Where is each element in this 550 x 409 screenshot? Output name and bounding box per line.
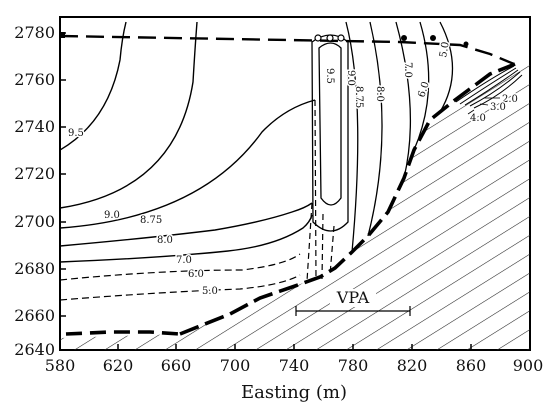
y-axis: 2780 2760 2740 2720 2700 2680 2660 2640	[14, 23, 66, 359]
well-marker	[430, 35, 436, 41]
contour-label: 4.0	[470, 113, 486, 124]
contour-label: 6.0	[188, 269, 204, 280]
contour-7-0-branch	[321, 213, 324, 280]
well-marker	[337, 34, 345, 42]
bedrock-hatched-region	[60, 62, 530, 350]
contour-9-0-core	[311, 34, 349, 232]
y-tick-label: 2740	[14, 117, 55, 136]
bedrock-boundary	[179, 62, 516, 336]
x-tick-label: 700	[220, 356, 251, 375]
x-tick-label: 580	[45, 356, 76, 375]
contour-label: 8.0	[374, 86, 385, 102]
contour-fan-3	[464, 69, 519, 106]
contour-label: 3.0	[490, 102, 506, 113]
y-tick-label: 2760	[14, 70, 55, 89]
contour-fan-5	[473, 74, 523, 109]
vpa-label: VPA	[336, 288, 370, 307]
y-tick-label: 2680	[14, 259, 55, 278]
y-tick-label: 2640	[14, 340, 55, 359]
contour-labels: 9.5 9.0 8.75 8.0 7.0 6.0 5.0 9.0 9.5 8.7…	[67, 39, 520, 298]
x-axis: 580 620 660 700 740 780 820 860 900	[45, 344, 544, 375]
contour-label: 8.75	[140, 215, 162, 226]
contour-label: 9.0	[104, 210, 120, 221]
contour-5-0-left	[60, 274, 301, 301]
contour-label: 9.0	[345, 70, 356, 86]
y-tick-label: 2720	[14, 164, 55, 183]
vpa-label-background	[330, 289, 376, 307]
contour-label: 8.75	[353, 86, 364, 108]
contour-label: 5.0	[438, 41, 452, 59]
bottom-left-boundary	[65, 330, 181, 336]
contour-label: 7.0	[176, 255, 192, 266]
contour-6-0-branch	[329, 225, 335, 276]
contour-8-0-branch	[306, 202, 313, 282]
contour-label: 9.5	[68, 128, 84, 139]
contour-7-0-right	[395, 21, 412, 179]
well-marker	[463, 41, 469, 47]
x-axis-title: Easting (m)	[241, 382, 347, 403]
top-surface-boundary	[60, 34, 515, 66]
x-tick-label: 660	[161, 356, 192, 375]
well-marker	[61, 32, 65, 38]
contour-8-0-left	[60, 202, 313, 247]
label-leader-3-0	[479, 103, 489, 106]
contour-9-5-core	[318, 42, 342, 206]
y-tick-label: 2660	[14, 306, 55, 325]
contour-8-0-right	[367, 21, 383, 237]
contour-label: 7.0	[402, 62, 413, 78]
contour-fan-4	[469, 71, 521, 107]
contour-label: 8.0	[157, 235, 173, 246]
x-tick-label: 780	[338, 356, 369, 375]
contour-fan-2	[459, 67, 517, 105]
well-marker	[314, 34, 322, 42]
contour-8-75-branch	[314, 99, 317, 281]
contour-6-0-left	[60, 253, 301, 281]
contour-9-5-left	[60, 21, 127, 151]
x-tick-label: 820	[397, 356, 428, 375]
contour-label: 2.0	[502, 94, 518, 105]
y-tick-label: 2700	[14, 212, 55, 231]
contour-fan-1	[455, 65, 515, 103]
contour-label: 5.0	[202, 286, 218, 297]
contour-9-0-left	[60, 21, 198, 209]
x-tick-label: 740	[279, 356, 310, 375]
contour-label: 9.5	[324, 68, 335, 84]
contour-5-0-right	[439, 21, 454, 113]
x-tick-label: 900	[513, 356, 544, 375]
well-marker	[326, 34, 334, 42]
y-tick-label: 2780	[14, 23, 55, 42]
well-marker	[401, 35, 407, 41]
contour-8-75-left	[60, 99, 316, 229]
x-tick-label: 860	[456, 356, 487, 375]
x-tick-label: 620	[103, 356, 134, 375]
contour-7-0-left	[60, 214, 313, 263]
label-leader-4-0	[467, 109, 475, 115]
contour-label: 6.0	[416, 80, 431, 99]
contour-8-75-right	[345, 21, 359, 253]
